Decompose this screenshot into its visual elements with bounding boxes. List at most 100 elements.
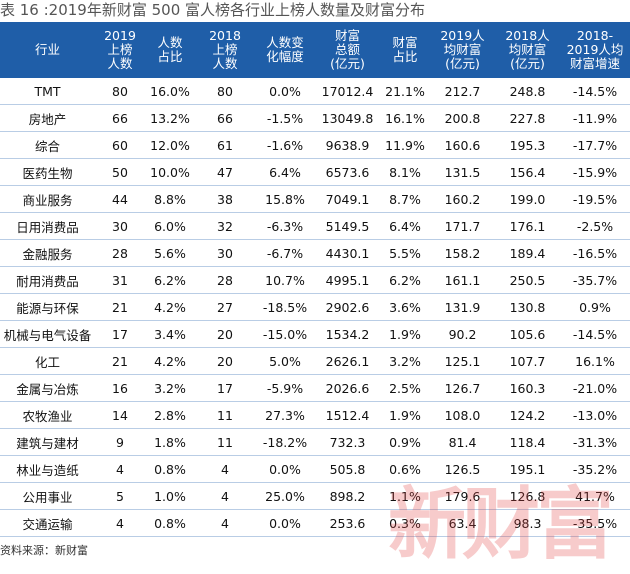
header-line: 化幅度: [266, 49, 304, 64]
table-cell: -35.2%: [560, 455, 630, 483]
table-cell: 6.2%: [145, 266, 195, 294]
header-line: (亿元): [445, 56, 480, 71]
table-cell: 2.8%: [145, 401, 195, 429]
table-cell: 3.6%: [380, 293, 430, 321]
table-cell: -14.5%: [560, 320, 630, 348]
table-cell: 28: [95, 239, 145, 267]
table-cell: 5: [95, 482, 145, 510]
table-cell: 2026.6: [315, 374, 380, 402]
header-cell: 人数变 化幅度: [255, 22, 315, 78]
table-cell: 7049.1: [315, 185, 380, 213]
table-cell: 108.0: [430, 401, 495, 429]
table-cell: 6.2%: [380, 266, 430, 294]
header-line: 2018: [209, 28, 241, 43]
header-line: 人数: [157, 35, 183, 50]
table-cell: 9: [95, 428, 145, 456]
header-line: 均财富: [443, 42, 482, 57]
table-cell: 16: [95, 374, 145, 402]
table-cell: 105.6: [495, 320, 560, 348]
header-line: 财富增速: [569, 56, 620, 71]
table-cell: 综合: [0, 131, 95, 159]
header-cell: 行业: [0, 22, 95, 78]
header-cell: 人数 占比: [145, 22, 195, 78]
table-cell: 林业与造纸: [0, 455, 95, 483]
header-cell: 财富 总额 (亿元): [315, 22, 380, 78]
header-line: (亿元): [510, 56, 545, 71]
table-cell: 交通运输: [0, 509, 95, 537]
table-cell: 90.2: [430, 320, 495, 348]
table-cell: 98.3: [495, 509, 560, 537]
table-cell: 212.7: [430, 78, 495, 105]
table-cell: 41.7%: [560, 482, 630, 510]
table-cell: 4.2%: [145, 293, 195, 321]
table-cell: 63.4: [430, 509, 495, 537]
table-row: 房地产 66 13.2% 66 -1.5% 13049.8 16.1% 200.8 227.8-…: [0, 104, 630, 132]
title: 表 16 :2019年新财富 500 富人榜各行业上榜人数量及财富分布: [0, 1, 426, 19]
table-cell: 160.6: [430, 131, 495, 159]
table-cell: 126.7: [430, 374, 495, 402]
table-cell: 32: [195, 212, 255, 240]
table-cell: 130.8: [495, 293, 560, 321]
table-cell: 27: [195, 293, 255, 321]
table-cell: 4: [195, 482, 255, 510]
header-line: 2019人: [440, 28, 485, 43]
table-cell: 6573.6: [315, 158, 380, 186]
table-cell: 160.3: [495, 374, 560, 402]
table-row: 机械与电气设备 17 3.4% 20 -15.0% 1534.2 1.9% 90.2 105.6…: [0, 320, 630, 348]
header-line: 财富: [392, 35, 418, 50]
header-cell: 2019 上榜 人数: [95, 22, 145, 78]
table-cell: 1.9%: [380, 320, 430, 348]
table-cell: 机械与电气设备: [0, 320, 95, 348]
table-cell: 171.7: [430, 212, 495, 240]
table-cell: 14: [95, 401, 145, 429]
table-cell: 日用消费品: [0, 212, 95, 240]
table-row: 金融服务 28 5.6% 30 -6.7% 4430.1 5.5% 158.2 189.4 -16…: [0, 239, 630, 267]
table-cell: 1.1%: [380, 482, 430, 510]
table-cell: 176.1: [495, 212, 560, 240]
header-line: 上榜: [212, 42, 238, 57]
header-cell: 2018 上榜 人数: [195, 22, 255, 78]
header-cell: 2019人 均财富 (亿元): [430, 22, 495, 78]
table-cell: 1.9%: [380, 401, 430, 429]
table-cell: 17012.4: [315, 78, 380, 105]
table-cell: 158.2: [430, 239, 495, 267]
table-cell: 5.6%: [145, 239, 195, 267]
table-cell: 80: [195, 78, 255, 105]
table-cell: 商业服务: [0, 185, 95, 213]
table-cell: 47: [195, 158, 255, 186]
table-cell: -35.5%: [560, 509, 630, 537]
table-cell: 20: [195, 320, 255, 348]
table-cell: 8.1%: [380, 158, 430, 186]
table-cell: 4: [95, 509, 145, 537]
table-cell: 17: [195, 374, 255, 402]
table-cell: 11.9%: [380, 131, 430, 159]
table-cell: -16.5%: [560, 239, 630, 267]
table-cell: 4: [195, 509, 255, 537]
table-cell: 1534.2: [315, 320, 380, 348]
table-row: 化工 21 4.2% 20 5.0% 2626.1 3.2% 125.1 107.7 16.1%: [0, 347, 630, 375]
header-line: 占比: [157, 49, 183, 64]
table-cell: 124.2: [495, 401, 560, 429]
table-cell: 30: [95, 212, 145, 240]
table-cell: -18.2%: [255, 428, 315, 456]
header-line: 总额: [334, 42, 360, 57]
table-cell: -15.9%: [560, 158, 630, 186]
table-cell: 732.3: [315, 428, 380, 456]
table-cell: 5.5%: [380, 239, 430, 267]
table-cell: 80: [95, 78, 145, 105]
table-cell: 21: [95, 293, 145, 321]
header-line: 行业: [34, 42, 60, 57]
table-cell: 0.9%: [560, 293, 630, 321]
header-cell: 财富 占比: [380, 22, 430, 78]
header-line: 财富: [334, 28, 360, 43]
table-cell: 50: [95, 158, 145, 186]
table-cell: -19.5%: [560, 185, 630, 213]
table-cell: 3.4%: [145, 320, 195, 348]
table-cell: -1.5%: [255, 104, 315, 132]
table-cell: 0.6%: [380, 455, 430, 483]
table-cell: 248.8: [495, 78, 560, 105]
table-row: 建筑与建材 9 1.8% 11 -18.2% 732.3 0.9% 81.4 118.4 -31.…: [0, 428, 630, 456]
table-row: 公用事业 5 1.0% 4 25.0% 898.2 1.1% 179.6 126.8 41.7%: [0, 482, 630, 510]
table-cell: 4.2%: [145, 347, 195, 375]
table-cell: 16.1%: [560, 347, 630, 375]
